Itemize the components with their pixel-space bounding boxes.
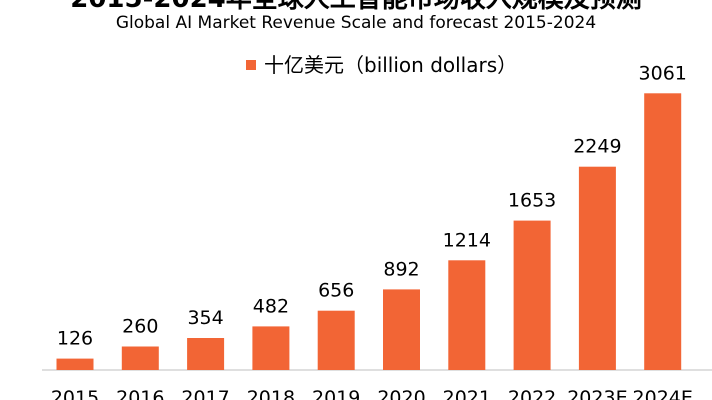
data-label-2020: 892	[383, 258, 419, 280]
bar-2024E	[644, 93, 682, 371]
x-tick-label-2017: 2017	[181, 387, 229, 400]
x-tick-label-2019: 2019	[312, 387, 360, 400]
bar-2021	[448, 260, 486, 370]
legend-swatch	[246, 60, 256, 70]
data-label-2018: 482	[253, 295, 289, 317]
data-label-2017: 354	[187, 307, 223, 329]
data-label-2023E: 2249	[573, 136, 621, 158]
bar-2017	[187, 338, 225, 370]
data-label-2022: 1653	[508, 190, 556, 212]
bar-2018	[252, 326, 290, 370]
x-tick-label-2018: 2018	[247, 387, 295, 400]
x-tick-label-2016: 2016	[116, 387, 164, 400]
x-tick-label-2015: 2015	[51, 387, 99, 400]
bar-2016	[121, 346, 159, 370]
x-tick-label-2020: 2020	[377, 387, 425, 400]
bar-2019	[317, 310, 355, 370]
x-tick-label-2024E: 2024E	[633, 387, 693, 400]
legend: 十亿美元（billion dollars）	[246, 52, 517, 78]
bar-2023E	[578, 166, 616, 370]
data-label-2016: 260	[122, 316, 158, 338]
data-label-2015: 126	[57, 328, 93, 350]
data-label-2024E: 3061	[639, 62, 687, 84]
chart-subtitle: Global AI Market Revenue Scale and forec…	[115, 13, 597, 33]
bar-2022	[513, 220, 551, 370]
legend-label: 十亿美元（billion dollars）	[264, 53, 518, 77]
data-label-2019: 656	[318, 280, 354, 302]
data-label-2021: 1214	[443, 229, 491, 251]
bar-2020	[383, 289, 420, 370]
x-tick-label-2023E: 2023E	[567, 387, 627, 400]
x-tick-label-2021: 2021	[443, 387, 491, 400]
bar-2015	[56, 358, 94, 370]
x-tick-label-2022: 2022	[508, 387, 556, 400]
chart-title: 2015-2024年全球人工智能市场收入规模及预测	[0, 0, 712, 14]
